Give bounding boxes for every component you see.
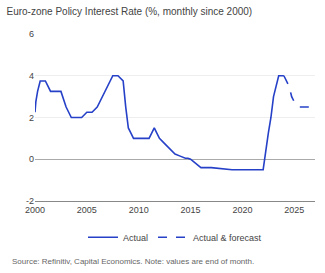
svg-text:4: 4 [29,71,34,81]
svg-text:-2: -2 [26,196,34,206]
svg-text:2: 2 [29,113,34,123]
svg-text:2005: 2005 [77,205,97,215]
svg-text:2000: 2000 [25,205,45,215]
svg-text:Source: Refinitiv, Capital Eco: Source: Refinitiv, Capital Economics. No… [12,257,254,266]
svg-text:Actual & forecast: Actual & forecast [193,233,262,243]
svg-text:Actual: Actual [123,233,148,243]
svg-text:2025: 2025 [284,205,304,215]
svg-text:6: 6 [29,29,34,39]
svg-text:2010: 2010 [129,205,149,215]
svg-text:2015: 2015 [181,205,201,215]
svg-text:2020: 2020 [232,205,252,215]
svg-text:0: 0 [29,154,34,164]
svg-text:Euro-zone Policy Interest Rate: Euro-zone Policy Interest Rate (%, month… [7,6,253,17]
